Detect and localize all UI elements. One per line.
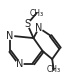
- Circle shape: [7, 32, 14, 39]
- Circle shape: [16, 60, 23, 67]
- Text: CH₃: CH₃: [47, 66, 61, 74]
- Text: N: N: [6, 31, 14, 41]
- Text: N: N: [16, 59, 23, 69]
- Circle shape: [35, 24, 42, 31]
- Circle shape: [24, 21, 31, 28]
- Text: S: S: [24, 19, 30, 29]
- Text: CH₃: CH₃: [30, 9, 44, 18]
- Text: N: N: [35, 23, 43, 33]
